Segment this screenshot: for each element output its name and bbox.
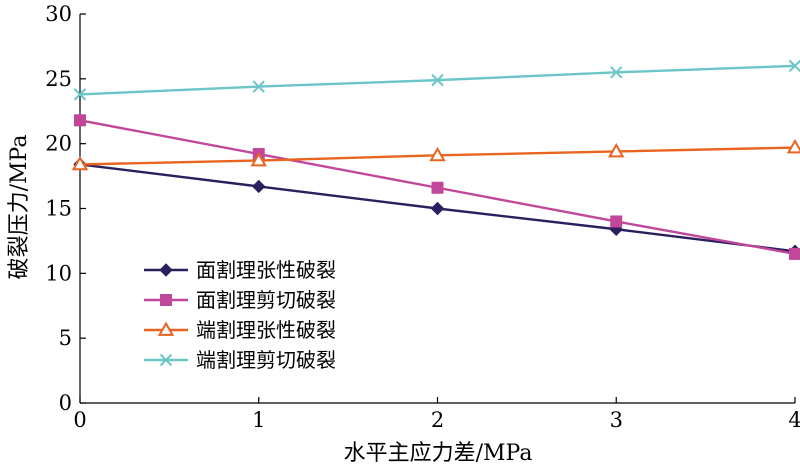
data-point	[75, 115, 86, 126]
data-point	[432, 203, 444, 215]
legend-marker	[160, 264, 172, 276]
legend-label: 端割理剪切破裂	[196, 348, 336, 372]
legend-label: 面割理张性破裂	[196, 258, 336, 282]
legend-label: 面割理剪切破裂	[196, 288, 336, 312]
legend-item-3: 端割理张性破裂	[144, 318, 336, 342]
data-point	[611, 216, 622, 227]
y-tick-label: 30	[45, 2, 72, 26]
y-tick-label: 0	[59, 391, 72, 415]
y-axis-title: 破裂压力/MPa	[7, 135, 32, 280]
y-tick-label: 25	[45, 67, 72, 91]
x-axis-title: 水平主应力差/MPa	[344, 441, 533, 466]
legend-item-2: 面割理剪切破裂	[144, 288, 336, 312]
legend-marker	[161, 295, 172, 306]
y-tick-label: 20	[45, 132, 72, 156]
legend-label: 端割理张性破裂	[196, 318, 336, 342]
data-point	[253, 180, 265, 192]
series-4	[75, 60, 800, 100]
legend-item-4: 端割理剪切破裂	[144, 348, 336, 372]
x-tick-label: 0	[73, 408, 86, 432]
series-3	[74, 141, 800, 169]
x-tick-label: 4	[788, 408, 800, 432]
x-tick-label: 1	[252, 408, 265, 432]
legend-item-1: 面割理张性破裂	[144, 258, 336, 282]
y-tick-label: 15	[45, 197, 72, 221]
series-1	[74, 158, 800, 257]
y-tick-label: 10	[45, 261, 72, 285]
data-point	[790, 248, 800, 259]
y-tick-label: 5	[59, 326, 72, 350]
x-tick-label: 2	[431, 408, 444, 432]
data-point	[432, 182, 443, 193]
series-layer	[74, 60, 800, 259]
axes: 0 5 10 15 20 25 30 0 1 2 3 4	[45, 2, 800, 432]
x-tick-label: 3	[610, 408, 623, 432]
